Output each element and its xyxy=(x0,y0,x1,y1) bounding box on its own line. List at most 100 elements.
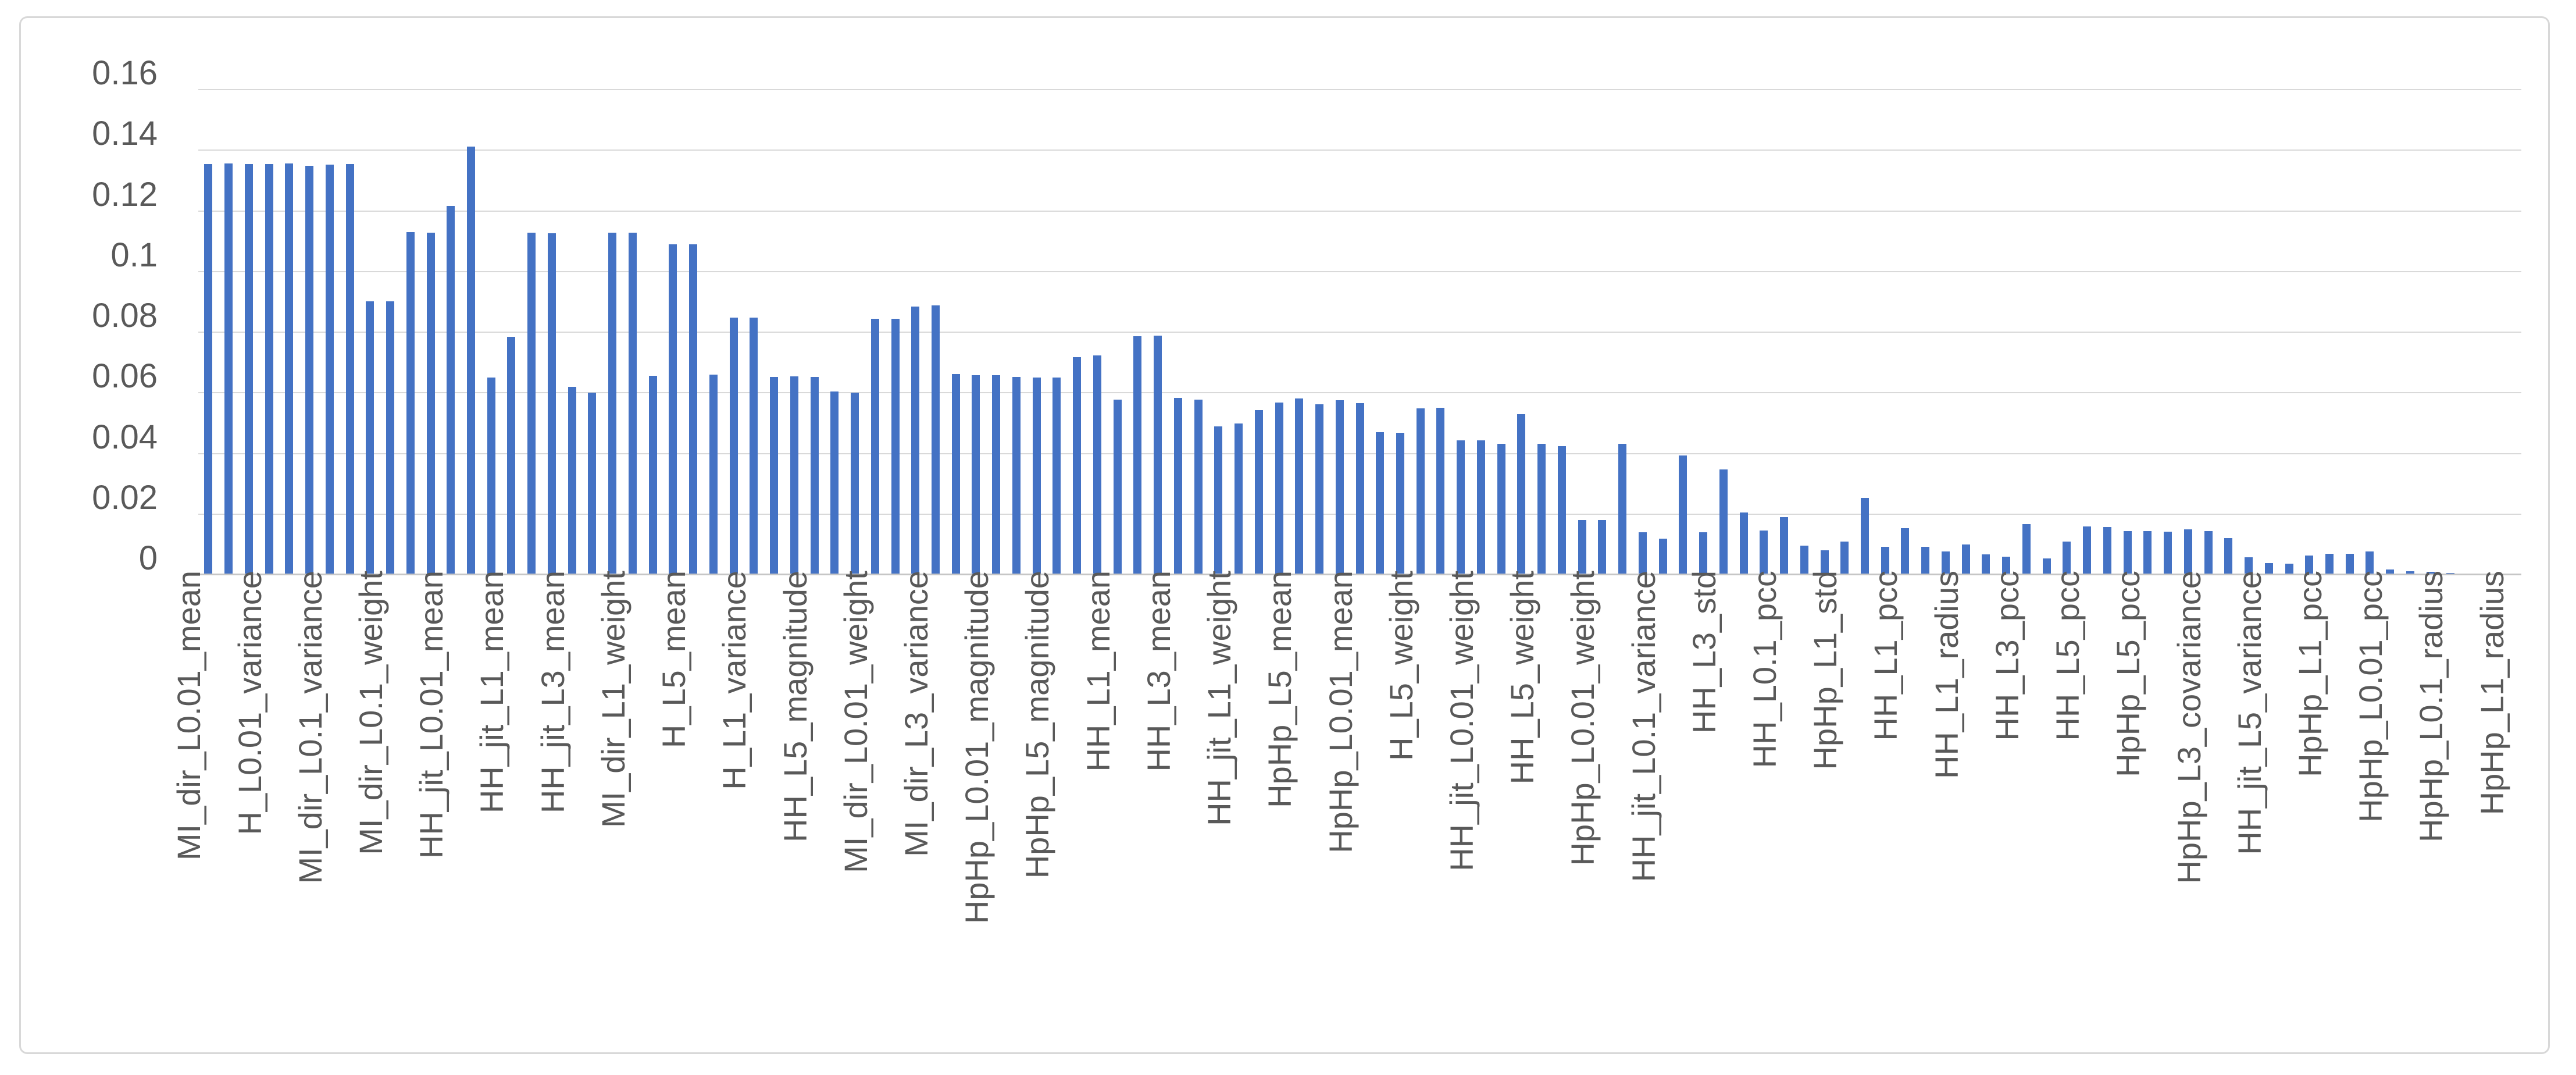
bar xyxy=(1315,404,1324,575)
bar xyxy=(891,318,900,575)
bar xyxy=(1557,446,1566,575)
x-tick-label: HH_L1_radius xyxy=(1928,571,1965,779)
x-tick-label: HH_jit_L5_variance xyxy=(2231,571,2268,855)
bar xyxy=(2426,572,2435,575)
x-tick-label: H_L1_variance xyxy=(716,571,753,790)
bar xyxy=(1901,528,1910,575)
x-tick-label: HH_jit_L0.01_weight xyxy=(1443,571,1480,871)
bar xyxy=(2063,541,2071,575)
bar xyxy=(1961,544,1970,575)
bar xyxy=(1618,443,1627,575)
bar xyxy=(1254,410,1263,575)
bar xyxy=(1416,408,1425,575)
bar xyxy=(1436,407,1445,575)
bar xyxy=(568,387,576,575)
bar xyxy=(1295,398,1304,575)
bar xyxy=(2406,571,2414,575)
bar xyxy=(1719,469,1728,575)
bar xyxy=(1133,336,1142,575)
bar xyxy=(1820,550,1829,575)
bar xyxy=(1941,551,1950,575)
bar xyxy=(1194,400,1203,575)
bar xyxy=(851,392,859,575)
y-tick-label: 0.04 xyxy=(92,418,158,456)
bar xyxy=(2002,556,2011,575)
gridline xyxy=(198,89,2521,90)
bar xyxy=(265,164,273,575)
bar xyxy=(1396,432,1404,575)
x-tick-label: HpHp_L5_magnitude xyxy=(1019,571,1056,879)
x-tick-label: HpHp_L0.01_mean xyxy=(1322,571,1359,853)
bar xyxy=(1335,400,1344,575)
y-tick-label: 0 xyxy=(138,539,158,577)
y-tick-label: 0.08 xyxy=(92,297,158,334)
bar xyxy=(2103,527,2111,575)
x-tick-label: MI_dir_L0.1_variance xyxy=(291,571,329,884)
y-tick-label: 0.14 xyxy=(92,115,158,153)
y-tick-label: 0.02 xyxy=(92,478,158,517)
bar xyxy=(2204,531,2213,575)
bar xyxy=(1658,538,1667,575)
bar xyxy=(345,164,354,575)
bar xyxy=(2325,554,2334,575)
x-tick-label: HH_L5_pcc xyxy=(2049,571,2086,741)
bar xyxy=(2042,558,2051,575)
y-tick-label: 0.06 xyxy=(92,357,158,396)
bar xyxy=(1638,532,1647,575)
x-tick-label: HpHp_L3_covariance xyxy=(2170,571,2207,884)
gridline xyxy=(198,210,2521,212)
bar xyxy=(1780,517,1789,575)
x-tick-label: HH_L5_magnitude xyxy=(776,571,814,842)
bar xyxy=(1275,402,1283,575)
bar xyxy=(2264,563,2273,575)
bar xyxy=(1457,440,1465,575)
x-tick-label: HH_L5_weight xyxy=(1504,571,1541,785)
x-tick-label: MI_dir_L0.01_mean xyxy=(170,571,208,861)
gridline xyxy=(198,149,2521,151)
bar xyxy=(466,147,475,575)
x-tick-label: HH_L1_pcc xyxy=(1867,571,1904,741)
y-tick-label: 0.1 xyxy=(110,236,158,274)
bar xyxy=(1113,400,1122,575)
bar xyxy=(305,165,314,575)
x-tick-label: HpHp_L0.1_radius xyxy=(2413,571,2450,842)
x-tick-label: HH_L3_mean xyxy=(1140,571,1177,772)
x-tick-label: HH_jit_L0.1_variance xyxy=(1625,571,1662,882)
bar xyxy=(1982,554,1990,575)
bar xyxy=(931,305,940,575)
x-tick-label: HpHp_L0.01_weight xyxy=(1564,571,1601,866)
bar xyxy=(1355,403,1364,575)
bar xyxy=(285,163,294,575)
bar xyxy=(1012,376,1021,575)
bar xyxy=(1840,541,1849,575)
x-tick-label: HH_L1_mean xyxy=(1079,571,1116,772)
bar xyxy=(1679,455,1687,575)
bar xyxy=(1739,512,1748,575)
bar xyxy=(1032,377,1041,575)
bar xyxy=(1093,355,1101,575)
x-tick-label: HpHp_L1_std xyxy=(1807,571,1844,770)
bar xyxy=(224,163,233,575)
bar xyxy=(709,374,718,575)
bar xyxy=(1760,531,1768,575)
bar xyxy=(1052,378,1061,575)
plot-area xyxy=(198,89,2521,575)
bar xyxy=(648,376,657,575)
x-tick-label: HpHp_L1_radius xyxy=(2473,571,2510,816)
bar xyxy=(1476,440,1485,575)
bar xyxy=(689,244,698,575)
bar xyxy=(2224,538,2233,575)
x-tick-label: HpHp_L0.01_magnitude xyxy=(958,571,996,924)
bar xyxy=(588,392,597,575)
bar xyxy=(527,233,536,575)
bar xyxy=(870,318,879,575)
bar xyxy=(2285,564,2293,575)
bar xyxy=(608,233,617,575)
x-tick-label: HH_L3_std xyxy=(1685,571,1722,734)
x-tick-label: HH_L0.1_pcc xyxy=(1746,571,1783,768)
x-tick-label: HH_jit_L1_weight xyxy=(1201,571,1238,826)
x-tick-label: HH_L3_pcc xyxy=(1988,571,2025,741)
bar xyxy=(386,301,395,575)
bar xyxy=(2386,569,2395,575)
gridline xyxy=(198,270,2521,272)
